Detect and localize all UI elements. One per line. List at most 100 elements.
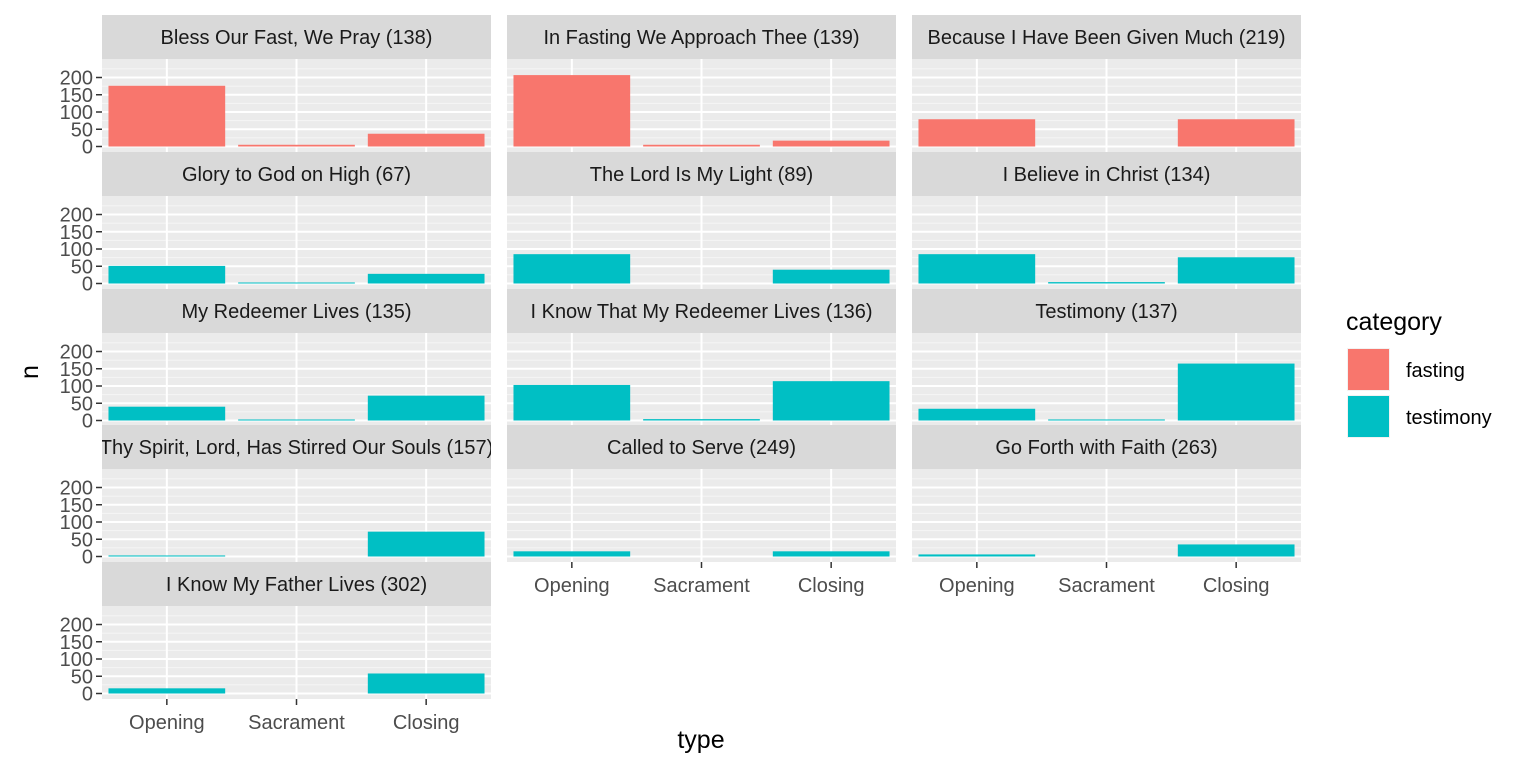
bar-sacrament (643, 419, 760, 421)
y-tick-label: 0 (82, 411, 93, 433)
bar-closing (1177, 544, 1295, 557)
bar-closing (367, 395, 485, 421)
bar-opening (918, 254, 1036, 284)
facet-panel: The Lord Is My Light (89) (507, 152, 896, 289)
bar-opening (918, 408, 1036, 421)
legend: category fasting testimony (1346, 308, 1492, 438)
x-tick-label: Sacrament (248, 712, 345, 734)
y-tick-label: 200 (60, 205, 93, 227)
bar-opening (918, 119, 1036, 147)
facet-strip (507, 425, 896, 469)
bar-closing (772, 269, 890, 284)
x-tick-label: Closing (798, 575, 865, 597)
x-tick-label: Closing (393, 712, 460, 734)
facet-strip (102, 152, 491, 196)
facet-title: I Know That My Redeemer Lives (136) (530, 301, 872, 323)
facet-title: Thy Spirit, Lord, Has Stirred Our Souls … (100, 437, 493, 459)
facet-panel: I Know My Father Lives (302) 050100150200… (60, 562, 491, 734)
y-tick-label: 100 (60, 512, 93, 534)
bar-opening (513, 75, 631, 147)
bar-opening (108, 406, 226, 421)
facet-title: Testimony (137) (1035, 301, 1177, 323)
bar-closing (367, 531, 485, 557)
facet-title: Glory to God on High (67) (182, 164, 411, 186)
legend-key-testimony (1348, 396, 1389, 437)
legend-title: category (1346, 308, 1442, 336)
facet-strip (102, 425, 491, 469)
bar-closing (1177, 119, 1295, 147)
facet-title: I Know My Father Lives (302) (166, 574, 427, 596)
y-tick-label: 50 (71, 666, 93, 688)
bar-opening (513, 384, 631, 421)
bar-closing (772, 140, 890, 147)
facet-strip (912, 15, 1301, 59)
facet-title: Bless Our Fast, We Pray (138) (161, 27, 433, 49)
facet-title: My Redeemer Lives (135) (181, 301, 411, 323)
x-tick-label: Opening (534, 575, 610, 597)
bar-closing (772, 381, 890, 421)
y-tick-label: 200 (60, 478, 93, 500)
y-tick-label: 100 (60, 102, 93, 124)
x-axis-title: type (677, 726, 724, 754)
facet-panel: I Know That My Redeemer Lives (136) (507, 289, 896, 426)
bar-closing (1177, 363, 1295, 421)
facet-strip (912, 425, 1301, 469)
facet-title: The Lord Is My Light (89) (590, 164, 813, 186)
y-tick-label: 50 (71, 393, 93, 415)
facet-panel: I Believe in Christ (134) (912, 152, 1301, 289)
legend-label-fasting: fasting (1406, 360, 1465, 382)
x-tick-label: Closing (1203, 575, 1270, 597)
bar-closing (367, 273, 485, 284)
bar-opening (108, 555, 226, 557)
y-tick-label: 100 (60, 376, 93, 398)
y-tick-label: 150 (60, 632, 93, 654)
facet-strip (102, 562, 491, 606)
facet-panel: Called to Serve (249) Opening Sacrament Clo… (507, 425, 896, 597)
y-tick-label: 200 (60, 68, 93, 90)
y-tick-label: 100 (60, 649, 93, 671)
facet-panel: Go Forth with Faith (263) Opening Sacramen… (912, 425, 1301, 597)
facet-panel: Thy Spirit, Lord, Has Stirred Our Souls … (60, 425, 493, 569)
bar-opening (918, 554, 1036, 557)
facet-strip (507, 15, 896, 59)
facet-title: In Fasting We Approach Thee (139) (543, 27, 859, 49)
facet-strip (912, 289, 1301, 333)
facet-strip (507, 289, 896, 333)
y-tick-label: 0 (82, 137, 93, 159)
y-tick-label: 50 (71, 256, 93, 278)
y-tick-label: 150 (60, 359, 93, 381)
y-tick-label: 100 (60, 239, 93, 261)
bar-sacrament (238, 282, 355, 284)
y-tick-label: 50 (71, 119, 93, 141)
bar-opening (108, 265, 226, 284)
bar-opening (108, 688, 226, 694)
facet-title: Because I Have Been Given Much (219) (928, 27, 1286, 49)
x-tick-label: Sacrament (1058, 575, 1155, 597)
facet-panel: Bless Our Fast, We Pray (138) 05010015020… (60, 15, 491, 159)
y-tick-label: 200 (60, 615, 93, 637)
bar-closing (772, 551, 890, 557)
x-tick-label: Opening (939, 575, 1015, 597)
x-tick-label: Sacrament (653, 575, 750, 597)
y-tick-label: 0 (82, 274, 93, 296)
y-tick-label: 150 (60, 85, 93, 107)
y-tick-label: 150 (60, 495, 93, 517)
bar-opening (513, 551, 631, 557)
y-axis-title: n (16, 365, 44, 379)
facet-title: Go Forth with Faith (263) (995, 437, 1217, 459)
y-tick-label: 0 (82, 547, 93, 569)
facet-panel: Testimony (137) (912, 289, 1301, 426)
facet-strip (102, 15, 491, 59)
x-tick-label: Opening (129, 712, 205, 734)
bar-opening (513, 254, 631, 284)
facet-title: I Believe in Christ (134) (1003, 164, 1211, 186)
bar-sacrament (1048, 282, 1165, 284)
facet-panel: In Fasting We Approach Thee (139) (507, 15, 896, 152)
y-tick-label: 50 (71, 529, 93, 551)
legend-label-testimony: testimony (1406, 407, 1492, 429)
facet-strip (507, 152, 896, 196)
bar-sacrament (238, 419, 355, 421)
